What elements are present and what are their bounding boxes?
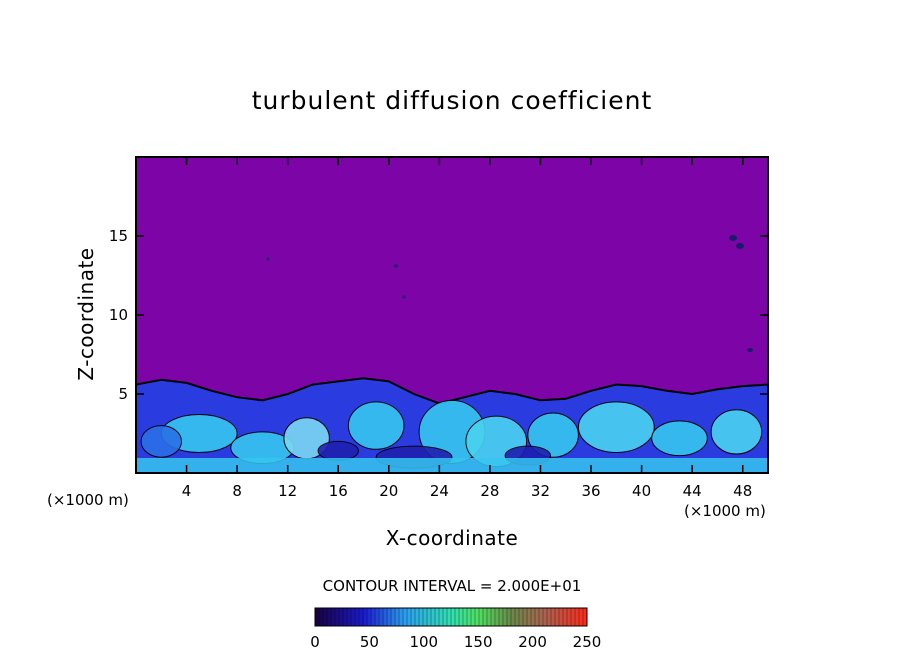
x-tick-label: 32	[531, 482, 550, 500]
eddy-patch	[577, 401, 655, 453]
x-tick-label: 36	[581, 482, 600, 500]
x-tick-label: 8	[232, 482, 242, 500]
eddy-patches	[140, 399, 763, 469]
x-tick-label: 28	[480, 482, 499, 500]
y-tick-label: 15	[109, 227, 128, 245]
contour-interval-label: CONTOUR INTERVAL = 2.000E+01	[322, 577, 582, 595]
colorbar-tick-label: 50	[360, 633, 379, 651]
y-axis-unit: (×1000 m)	[47, 491, 129, 509]
x-tick-label: 44	[683, 482, 702, 500]
x-tick-label: 24	[430, 482, 449, 500]
eddy-patch	[651, 420, 708, 457]
eddy-patch	[140, 425, 183, 458]
eddy-patch	[317, 440, 359, 461]
isolated-cells	[266, 235, 753, 352]
eddy-patch	[347, 401, 405, 450]
x-tick-label: 48	[733, 482, 752, 500]
turbulent-layer	[136, 377, 768, 473]
chart-title: turbulent diffusion coefficient	[251, 86, 653, 115]
colorbar-tick-labels: 0 50 100 150 200 250	[310, 633, 601, 651]
colorbar-contour-lines	[318, 608, 584, 626]
x-tick-label: 4	[182, 482, 192, 500]
surface-layer	[136, 458, 768, 473]
x-tick-label: 12	[278, 482, 297, 500]
x-axis-ticks: 4 8 12 16 20 24 28 32 36 40 44 48	[182, 157, 752, 500]
x-tick-label: 20	[379, 482, 398, 500]
colorbar-tick-label: 100	[409, 633, 438, 651]
colorbar-tick-label: 250	[573, 633, 602, 651]
x-tick-label: 40	[632, 482, 651, 500]
y-tick-label: 10	[109, 306, 128, 324]
eddy-patch	[527, 412, 579, 458]
y-tick-label: 5	[118, 385, 128, 403]
x-axis-label: X-coordinate	[385, 526, 519, 550]
y-axis-label: Z-coordinate	[74, 247, 98, 381]
colorbar-tick-label: 0	[310, 633, 320, 651]
y-axis-ticks: 5 10 15	[109, 227, 768, 403]
eddy-patch	[710, 409, 763, 455]
colorbar-tick-label: 200	[518, 633, 547, 651]
colorbar-tick-label: 150	[464, 633, 493, 651]
x-axis-unit: (×1000 m)	[684, 502, 766, 520]
x-tick-label: 16	[329, 482, 348, 500]
